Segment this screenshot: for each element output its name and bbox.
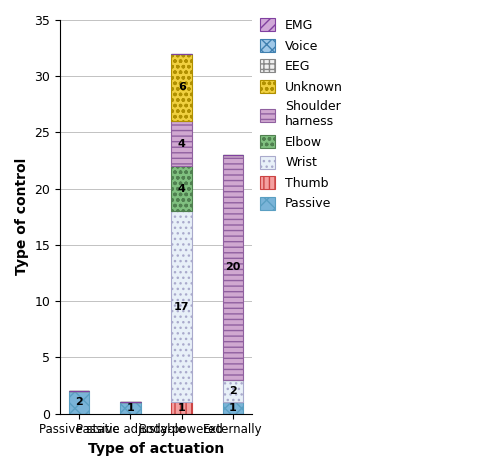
Bar xyxy=(223,403,244,414)
Text: 6: 6 xyxy=(178,82,186,92)
Bar xyxy=(172,403,192,414)
Text: 4: 4 xyxy=(178,139,186,149)
Y-axis label: Type of control: Type of control xyxy=(15,158,29,276)
X-axis label: Type of actuation: Type of actuation xyxy=(88,442,224,456)
Bar xyxy=(172,121,192,166)
Bar xyxy=(223,380,244,403)
Text: 20: 20 xyxy=(226,262,240,273)
Text: 1: 1 xyxy=(229,403,237,413)
Bar xyxy=(223,155,244,380)
Bar xyxy=(69,391,89,414)
Bar xyxy=(172,166,192,211)
Text: 1: 1 xyxy=(178,403,186,413)
Bar xyxy=(120,403,141,414)
Text: 17: 17 xyxy=(174,302,190,312)
Bar xyxy=(172,211,192,403)
Text: 2: 2 xyxy=(76,398,83,407)
Text: 4: 4 xyxy=(178,184,186,194)
Bar xyxy=(172,54,192,121)
Text: 1: 1 xyxy=(126,403,134,413)
Legend: EMG, Voice, EEG, Unknown, Shoulder
harness, Elbow, Wrist, Thumb, Passive: EMG, Voice, EEG, Unknown, Shoulder harne… xyxy=(260,18,343,211)
Text: 2: 2 xyxy=(229,386,237,396)
